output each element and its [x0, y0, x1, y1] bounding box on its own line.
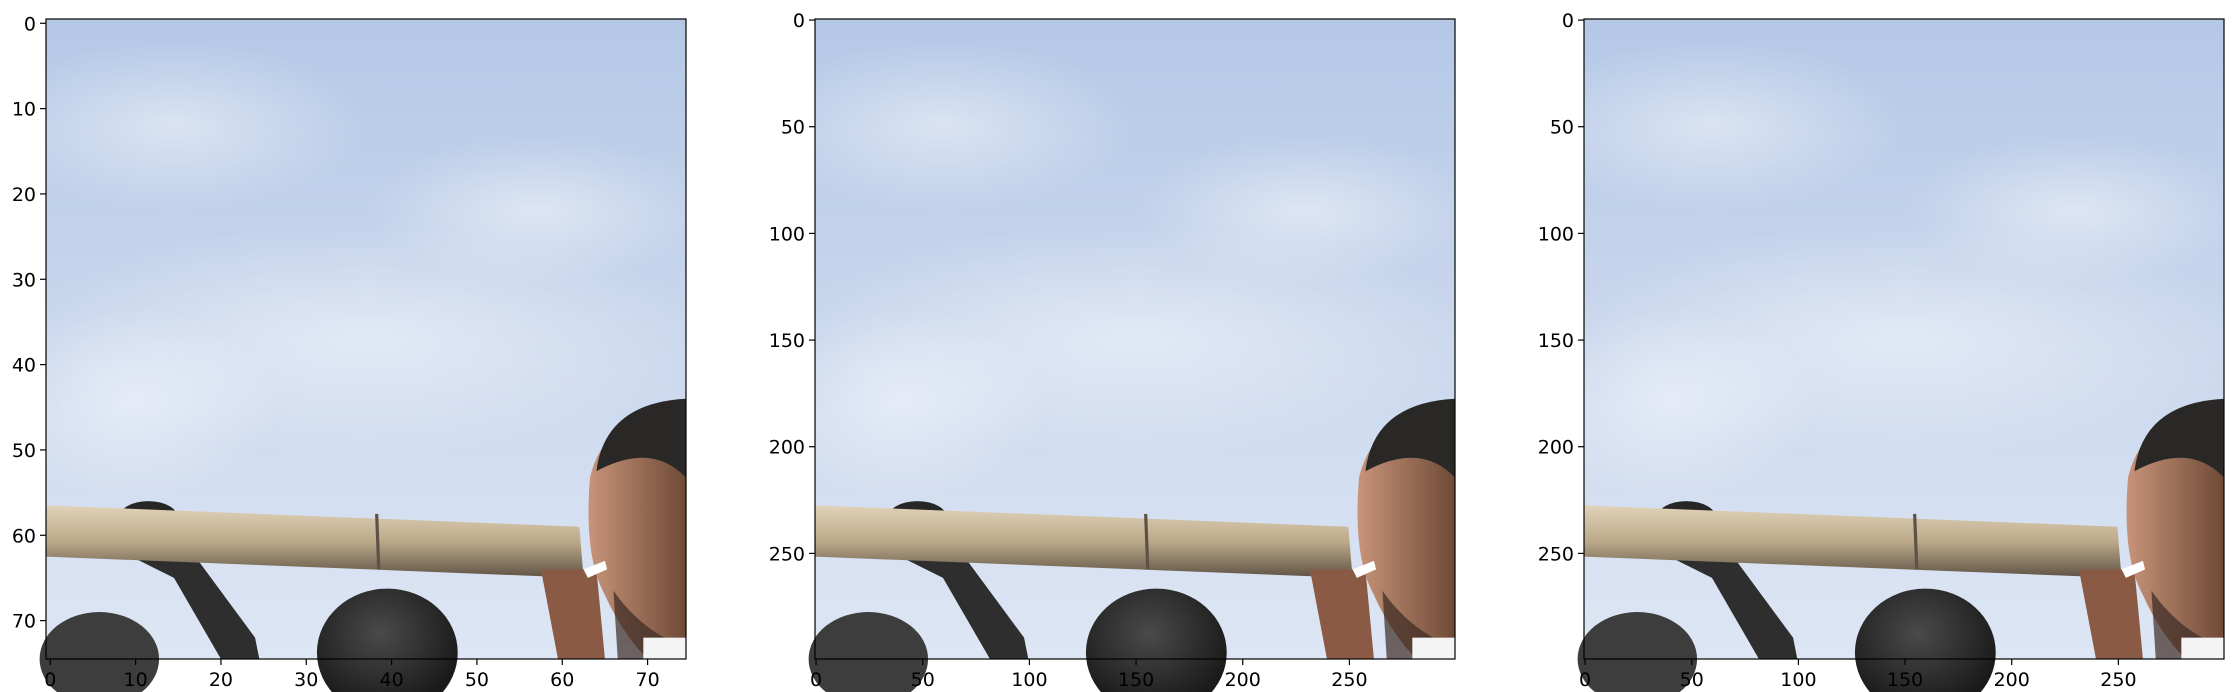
- y-tick-label: 50: [1550, 117, 1574, 139]
- low-res-panel: 0 10 20 30 40 50 60 70 0 10 20 30 40 50 60 70: [0, 13, 709, 692]
- x-tick-label: 150: [1118, 669, 1154, 691]
- low-res-axes-frame: [45, 18, 687, 660]
- y-tick-label: 70: [12, 611, 36, 633]
- y-tick-label: 10: [12, 99, 36, 121]
- original-photo: [749, 17, 1478, 692]
- original-y-ticks: 0 50 100 150 200 250: [769, 10, 815, 565]
- x-tick-label: 0: [810, 669, 822, 691]
- x-tick-label: 30: [294, 669, 318, 691]
- x-tick-label: 100: [1780, 669, 1816, 691]
- x-tick-label: 70: [636, 669, 660, 691]
- y-tick-label: 0: [1562, 10, 1574, 32]
- low-res-photo: [0, 17, 709, 692]
- y-tick-label: 30: [12, 269, 36, 291]
- x-tick-label: 50: [911, 669, 935, 691]
- y-tick-label: 100: [769, 223, 805, 245]
- x-tick-label: 250: [2100, 669, 2136, 691]
- upscaled-axes-frame: [1583, 18, 2225, 660]
- upscaled-photo: [1518, 17, 2234, 692]
- y-tick-label: 250: [1538, 543, 1574, 565]
- y-tick-label: 150: [769, 330, 805, 352]
- x-tick-label: 20: [209, 669, 233, 691]
- y-tick-label: 0: [24, 13, 36, 35]
- x-tick-label: 50: [465, 669, 489, 691]
- low-res-y-ticks: 0 10 20 30 40 50 60 70: [12, 13, 46, 633]
- upscaled-panel: 0 50 100 150 200 250 0 50 100 150 200 250: [1518, 10, 2234, 692]
- y-tick-label: 200: [769, 437, 805, 459]
- y-tick-label: 50: [12, 440, 36, 462]
- x-tick-label: 60: [550, 669, 574, 691]
- y-tick-label: 100: [1538, 223, 1574, 245]
- y-tick-label: 0: [793, 10, 805, 32]
- low-res-x-ticks: 0 10 20 30 40 50 60 70: [44, 659, 660, 691]
- x-tick-label: 0: [1579, 669, 1591, 691]
- x-tick-label: 200: [1225, 669, 1261, 691]
- original-x-ticks: 0 50 100 150 200 250: [810, 659, 1368, 691]
- x-tick-label: 10: [124, 669, 148, 691]
- y-tick-label: 250: [769, 543, 805, 565]
- original-panel: 0 50 100 150 200 250 0 50 100 150 200 250: [749, 10, 1478, 692]
- upscaled-y-ticks: 0 50 100 150 200 250: [1538, 10, 1584, 565]
- x-tick-label: 50: [1680, 669, 1704, 691]
- x-tick-label: 0: [44, 669, 56, 691]
- original-axes-frame: [814, 18, 1456, 660]
- y-tick-label: 40: [12, 355, 36, 377]
- x-tick-label: 100: [1011, 669, 1047, 691]
- x-tick-label: 250: [1331, 669, 1367, 691]
- y-tick-label: 200: [1538, 437, 1574, 459]
- y-tick-label: 50: [781, 117, 805, 139]
- x-tick-label: 150: [1887, 669, 1923, 691]
- x-tick-label: 200: [1994, 669, 2030, 691]
- upscaled-x-ticks: 0 50 100 150 200 250: [1579, 659, 2137, 691]
- y-tick-label: 60: [12, 525, 36, 547]
- x-tick-label: 40: [380, 669, 404, 691]
- y-tick-label: 150: [1538, 330, 1574, 352]
- y-tick-label: 20: [12, 184, 36, 206]
